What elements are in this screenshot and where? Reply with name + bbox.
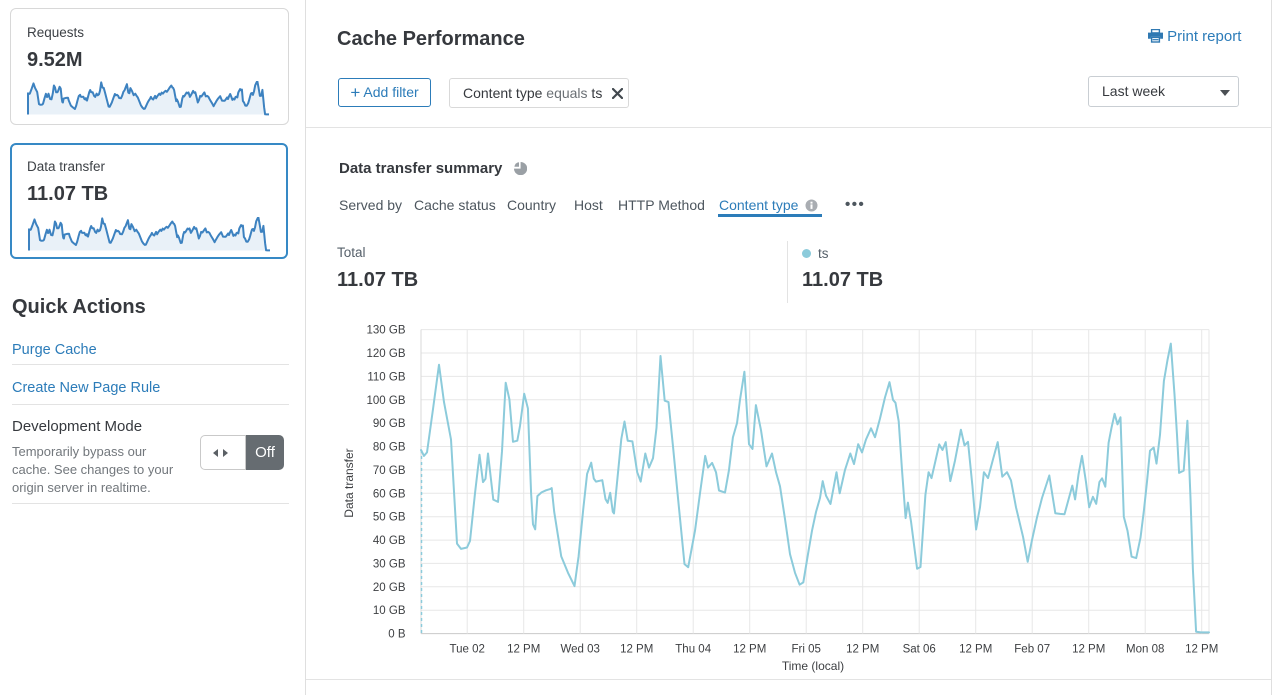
svg-text:12 PM: 12 PM [507,644,540,656]
svg-text:12 PM: 12 PM [959,644,992,656]
svg-text:50 GB: 50 GB [373,512,406,524]
svg-text:12 PM: 12 PM [1072,644,1105,656]
svg-text:0 B: 0 B [388,629,406,641]
svg-text:70 GB: 70 GB [373,465,406,477]
svg-text:20 GB: 20 GB [373,582,406,594]
svg-text:40 GB: 40 GB [373,535,406,547]
svg-text:Time (local): Time (local) [782,659,844,673]
svg-text:30 GB: 30 GB [373,558,406,570]
svg-text:90 GB: 90 GB [373,418,406,430]
svg-text:Fri 05: Fri 05 [791,644,820,656]
svg-text:100 GB: 100 GB [367,395,406,407]
svg-text:10 GB: 10 GB [373,605,406,617]
svg-text:12 PM: 12 PM [620,644,653,656]
svg-text:Tue 02: Tue 02 [450,644,485,656]
svg-text:60 GB: 60 GB [373,488,406,500]
svg-text:110 GB: 110 GB [367,371,405,383]
svg-text:80 GB: 80 GB [373,442,406,454]
svg-text:120 GB: 120 GB [367,348,406,360]
svg-text:12 PM: 12 PM [733,644,766,656]
svg-text:Mon 08: Mon 08 [1126,644,1164,656]
svg-text:Feb 07: Feb 07 [1014,644,1050,656]
svg-text:Data transfer: Data transfer [342,448,356,517]
svg-text:12 PM: 12 PM [846,644,879,656]
svg-text:12 PM: 12 PM [1185,644,1218,656]
svg-text:Thu 04: Thu 04 [675,644,711,656]
svg-text:Wed 03: Wed 03 [560,644,599,656]
svg-text:Sat 06: Sat 06 [903,644,936,656]
svg-text:130 GB: 130 GB [367,325,406,337]
